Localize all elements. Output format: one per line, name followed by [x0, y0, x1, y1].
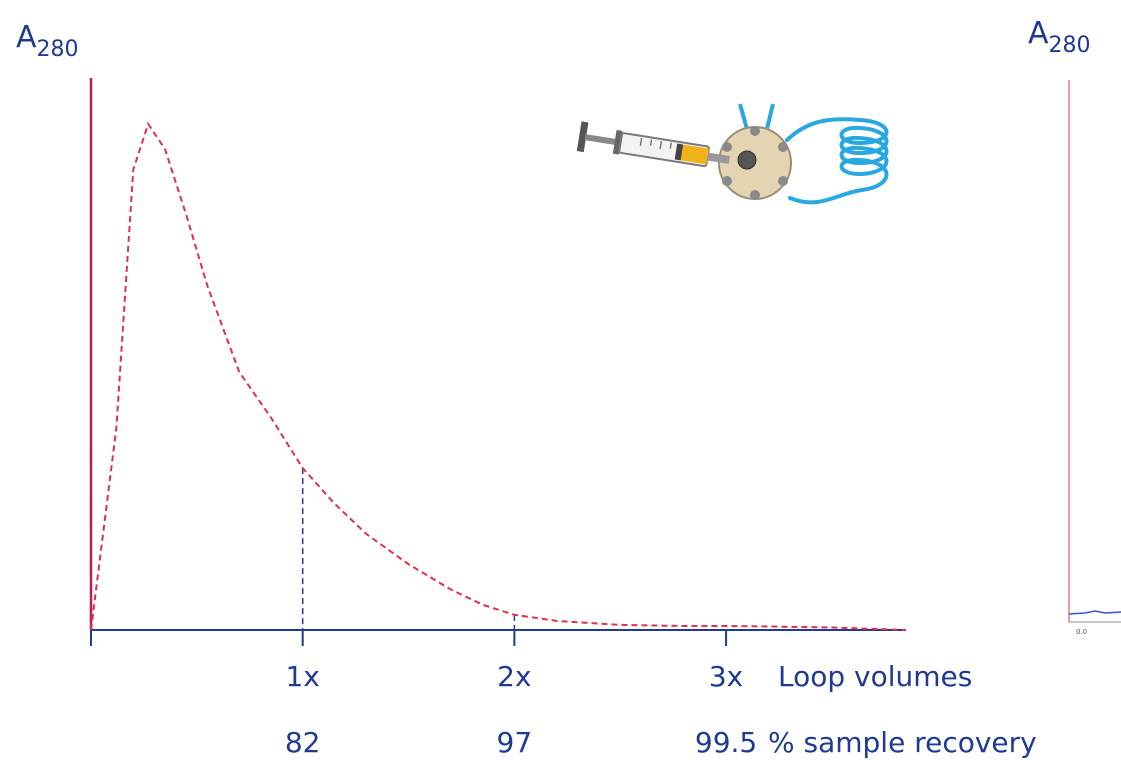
x-tick-label: 2x — [497, 660, 531, 693]
recovery-value-label: 82 — [285, 726, 321, 759]
elution-curve-line — [90, 121, 907, 631]
side-panel-chart: 0.0 — [1068, 80, 1121, 636]
tick-label-group: 1x 82 2x 97 3x 99.5 — [285, 660, 757, 759]
x-axis-label: Loop volumes — [778, 660, 972, 693]
x-tick-label: 3x — [709, 660, 743, 693]
syringe-injection-valve-loop-icon — [568, 97, 889, 235]
x-tick-label: 1x — [285, 660, 319, 693]
side-panel-y-axis-label: A280 — [1028, 16, 1091, 58]
recovery-value-label: 99.5 — [695, 726, 757, 759]
curve-group — [90, 121, 907, 631]
recovery-value-label: 97 — [497, 726, 533, 759]
recovery-row-label: % sample recovery — [768, 726, 1037, 759]
side-panel-baseline-trace — [1068, 610, 1121, 615]
side-panel-tick-label: 0.0 — [1076, 628, 1087, 636]
x-tick-group — [301, 468, 728, 646]
y-axis-label: A280 — [16, 20, 79, 62]
